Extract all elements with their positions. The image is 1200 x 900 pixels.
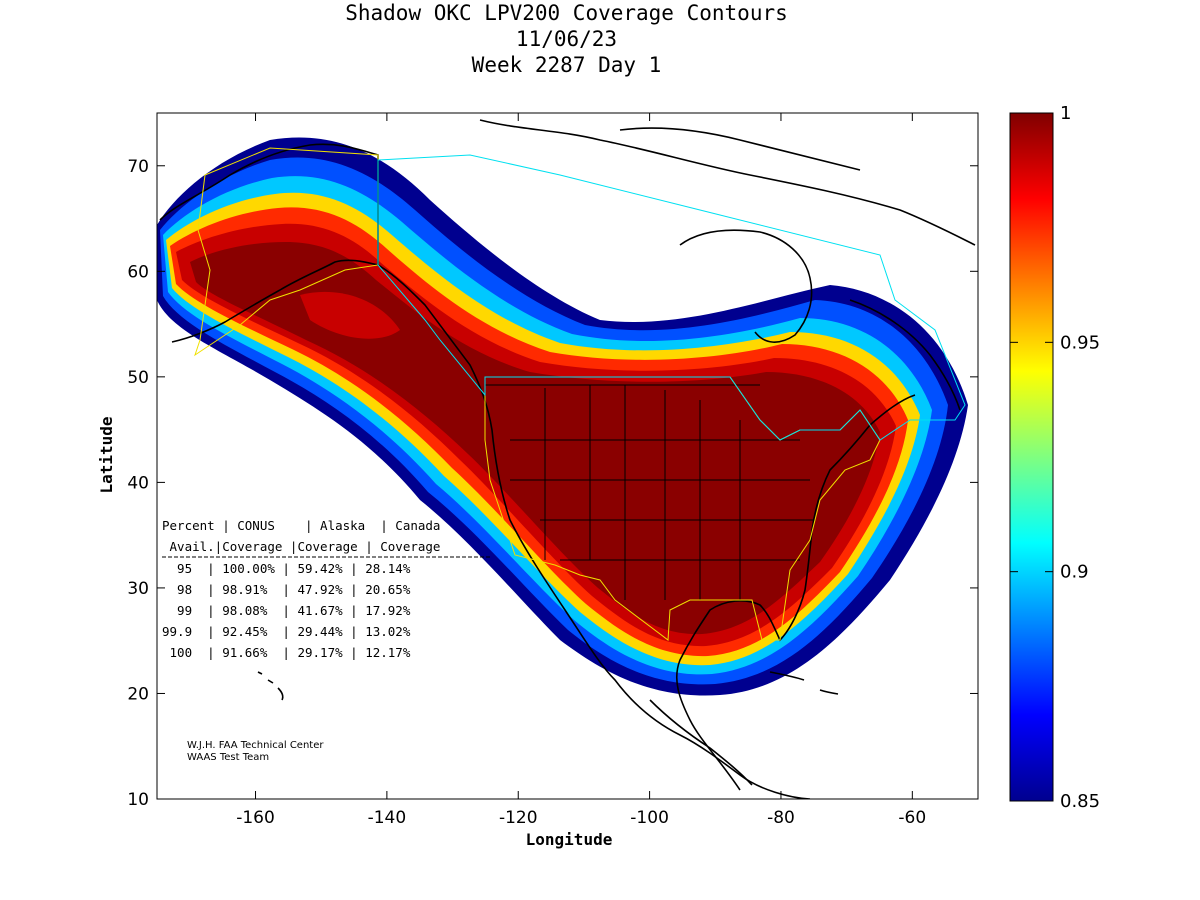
y-tick-label: 30 bbox=[127, 579, 149, 599]
x-tick-label: -80 bbox=[767, 808, 795, 828]
y-tick-label: 20 bbox=[127, 684, 149, 704]
region-outlines bbox=[194, 147, 966, 641]
stats-row: 98 | 98.91% | 47.92% | 20.65% bbox=[162, 582, 411, 597]
stats-header-1: Percent | CONUS | Alaska | Canada bbox=[162, 518, 440, 533]
x-tick-label: -140 bbox=[368, 808, 407, 828]
map-title: Shadow OKC LPV200 Coverage Contours bbox=[345, 1, 788, 25]
x-tick-label: -160 bbox=[236, 808, 275, 828]
x-tick-label: -60 bbox=[898, 808, 926, 828]
y-tick-label: 70 bbox=[127, 157, 149, 177]
coastlines bbox=[159, 119, 976, 799]
y-axis-label: Latitude bbox=[97, 416, 116, 493]
x-tick-label: -120 bbox=[499, 808, 538, 828]
y-tick-label: 40 bbox=[127, 473, 149, 493]
y-tick-label: 60 bbox=[127, 262, 149, 282]
stats-header-2: Avail.|Coverage |Coverage | Coverage bbox=[162, 539, 440, 554]
x-tick-label: -100 bbox=[630, 808, 669, 828]
y-tick-label: 10 bbox=[127, 790, 149, 810]
canada-outline bbox=[377, 154, 966, 441]
axis-ticks bbox=[157, 113, 978, 800]
alaska-outline bbox=[194, 147, 379, 357]
coverage-stats-table: Percent | CONUS | Alaska | Canada Avail.… bbox=[162, 518, 492, 660]
stats-row: 100 | 91.66% | 29.17% | 12.17% bbox=[162, 645, 411, 660]
credit-line-2: WAAS Test Team bbox=[187, 752, 269, 763]
stats-row: 99 | 98.08% | 41.67% | 17.92% bbox=[162, 603, 411, 618]
colorbar-tick-label: 0.95 bbox=[1060, 332, 1100, 353]
colorbar-ticks: 0.85 0.9 0.95 1 bbox=[1010, 103, 1100, 812]
coverage-contours bbox=[157, 137, 968, 696]
colorbar-tick-label: 0.9 bbox=[1060, 562, 1089, 583]
x-axis-label: Longitude bbox=[526, 830, 613, 849]
y-tick-labels: 10 20 30 40 50 60 70 bbox=[127, 157, 149, 810]
y-tick-label: 50 bbox=[127, 368, 149, 388]
contour-1-00 bbox=[190, 242, 880, 635]
state-boundaries bbox=[485, 384, 815, 600]
colorbar-tick-label: 0.85 bbox=[1060, 791, 1100, 812]
stats-row: 95 | 100.00% | 59.42% | 28.14% bbox=[162, 561, 411, 576]
colorbar-tick-label: 1 bbox=[1060, 103, 1071, 124]
colorbar bbox=[1010, 113, 1053, 801]
x-tick-labels: -160 -140 -120 -100 -80 -60 bbox=[236, 808, 926, 828]
map-date: 11/06/23 bbox=[515, 27, 618, 51]
colorbar-frame bbox=[1009, 112, 1054, 802]
plot-frame bbox=[156, 112, 979, 800]
map-week-day: Week 2287 Day 1 bbox=[471, 53, 662, 77]
stats-row: 99.9 | 92.45% | 29.44% | 13.02% bbox=[162, 624, 411, 639]
credit-line-1: W.J.H. FAA Technical Center bbox=[187, 740, 324, 751]
